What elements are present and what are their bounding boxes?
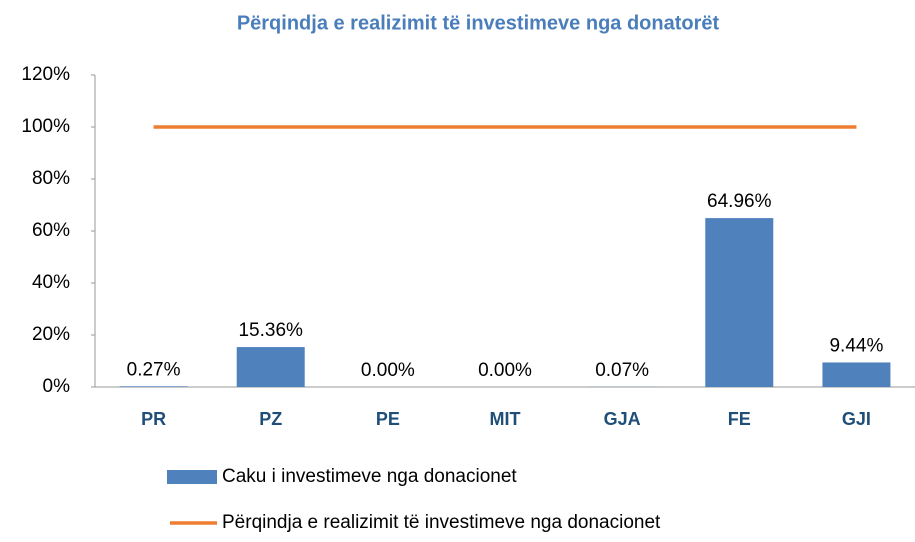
x-tick-label: GJI <box>842 409 871 429</box>
y-tick-label: 60% <box>32 220 70 241</box>
x-tick-label: PE <box>376 409 400 429</box>
bar <box>822 362 891 387</box>
bar <box>705 218 774 387</box>
data-label: 64.96% <box>707 191 772 212</box>
data-label: 9.44% <box>829 335 883 356</box>
x-tick-label: MIT <box>490 409 521 429</box>
bar <box>236 347 305 387</box>
x-tick-label: GJA <box>604 409 641 429</box>
x-tick-label: PZ <box>259 409 282 429</box>
legend-swatch <box>167 470 217 484</box>
data-label: 0.07% <box>595 360 649 381</box>
y-tick-label: 120% <box>21 64 70 85</box>
bar <box>119 386 188 387</box>
y-tick-label: 100% <box>21 116 70 137</box>
chart-title: Përqindja e realizimit të investimeve ng… <box>237 12 720 34</box>
y-tick-label: 20% <box>32 324 70 345</box>
y-tick-label: 80% <box>32 168 70 189</box>
data-label: 15.36% <box>238 320 303 341</box>
y-tick-label: 40% <box>32 272 70 293</box>
data-label: 0.00% <box>478 360 532 381</box>
data-label: 0.27% <box>127 359 181 380</box>
y-tick-label: 0% <box>43 376 71 397</box>
legend-label: Caku i investimeve nga donacionet <box>222 466 517 487</box>
x-tick-label: FE <box>728 409 751 429</box>
x-tick-label: PR <box>141 409 166 429</box>
legend-label: Përqindja e realizimit të investimeve ng… <box>222 512 661 533</box>
data-label: 0.00% <box>361 360 415 381</box>
